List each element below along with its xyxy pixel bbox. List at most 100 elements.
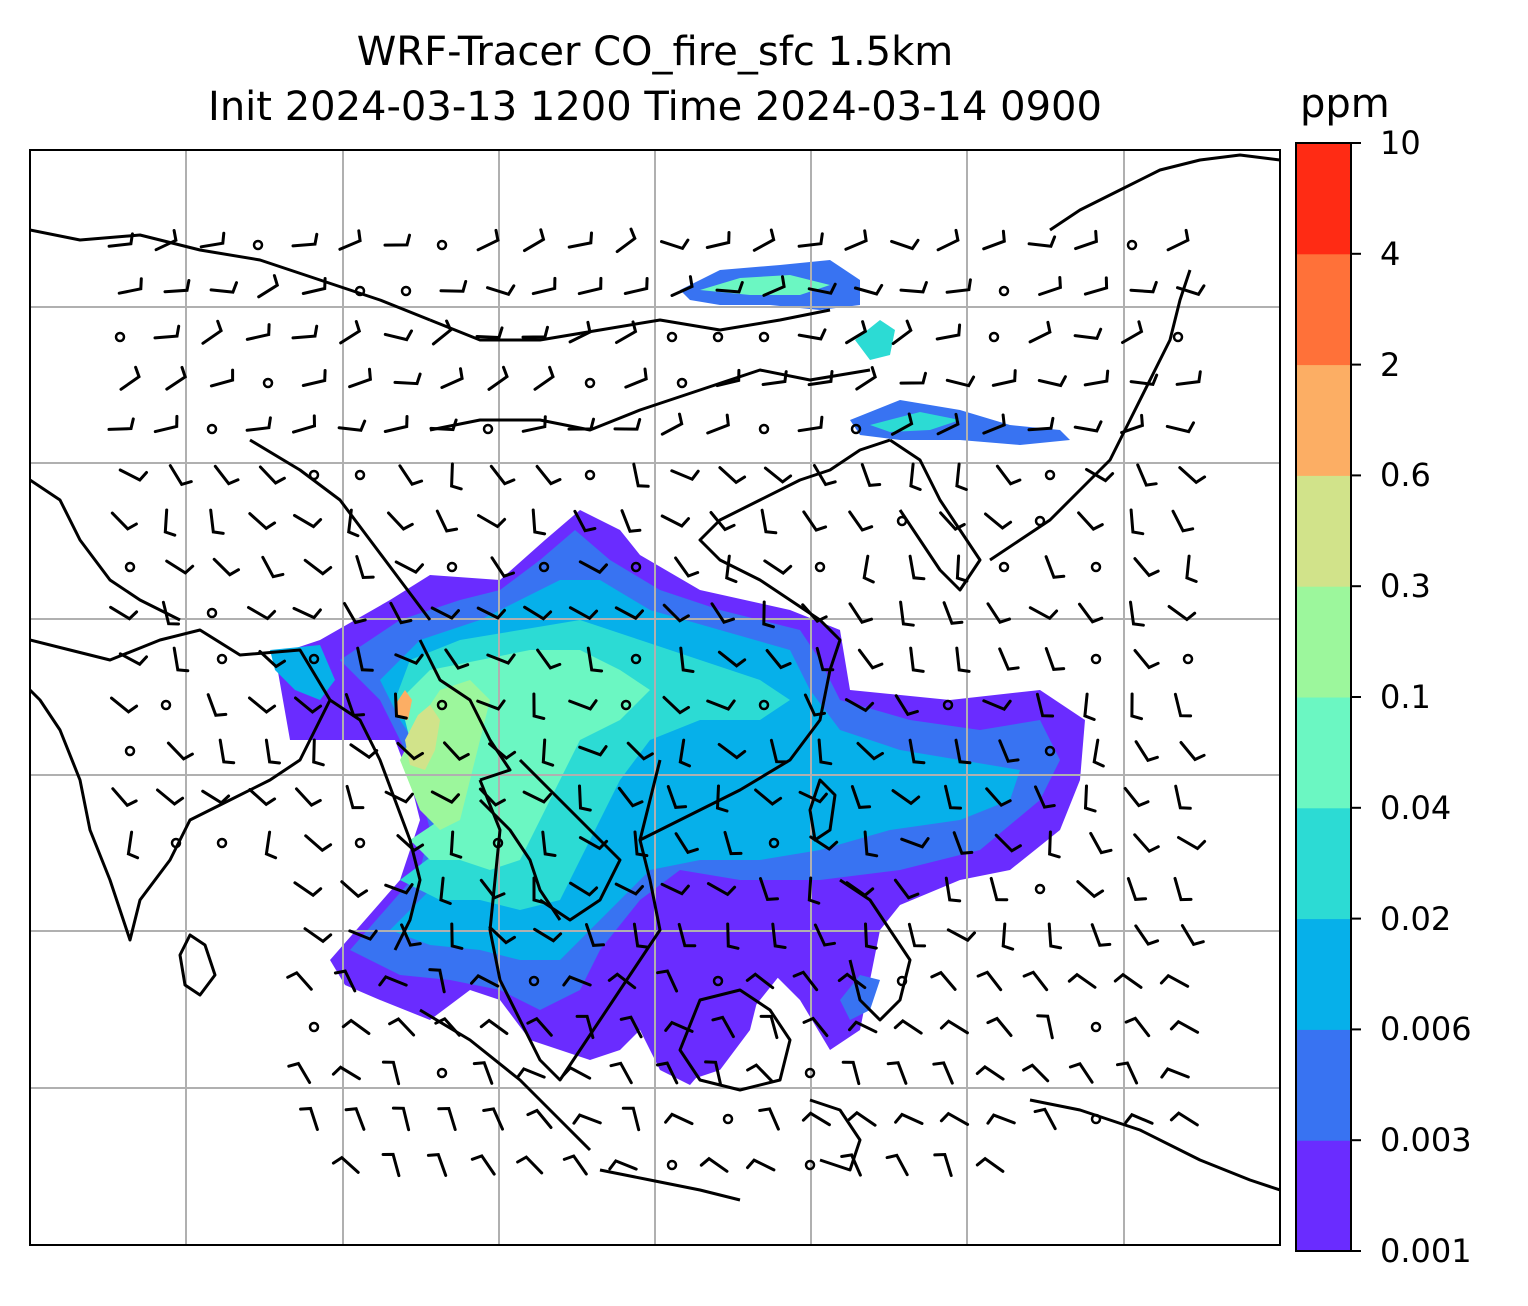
wind-barb <box>621 1106 641 1132</box>
coastline-sulawesi <box>809 1098 862 1172</box>
wind-barb <box>932 1061 954 1085</box>
wind-barb <box>939 1019 969 1035</box>
wind-barb <box>168 464 193 487</box>
wind-barb <box>674 832 699 855</box>
wind-barb <box>608 1159 638 1171</box>
wind-barb <box>944 876 962 903</box>
calm-wind-marker <box>804 1067 816 1079</box>
wind-barb <box>107 417 135 431</box>
wind-barb <box>1028 320 1052 344</box>
wind-barb <box>1078 602 1104 624</box>
chart-subtitle: Init 2024-03-13 1200 Time 2024-03-14 090… <box>208 84 1102 130</box>
wind-barb <box>165 559 195 575</box>
wind-barb <box>389 601 413 625</box>
wind-barb <box>439 876 452 905</box>
wind-barb <box>807 876 821 905</box>
wind-barb <box>209 281 238 294</box>
wind-barb <box>482 1107 504 1131</box>
wind-barb <box>1120 413 1144 435</box>
wind-barb <box>771 922 787 949</box>
wind-barb <box>620 509 642 533</box>
wind-barb <box>760 508 778 535</box>
wind-barb <box>1178 466 1207 485</box>
wind-barb <box>348 367 372 389</box>
wind-barb <box>532 692 546 720</box>
wind-barb <box>759 877 779 901</box>
wind-barb <box>264 738 281 765</box>
wind-barb <box>111 787 138 808</box>
coastline-taiwan <box>808 778 837 842</box>
wind-barb <box>331 1065 361 1081</box>
wind-barb <box>567 417 595 431</box>
wind-barb <box>857 648 884 670</box>
border-thailand <box>478 798 562 921</box>
calm-wind-marker <box>170 837 182 849</box>
wind-barb <box>1124 1016 1151 1038</box>
wind-barb <box>813 923 836 947</box>
wind-barb <box>110 696 139 714</box>
wind-barb <box>848 1020 878 1034</box>
wind-barb <box>248 696 277 714</box>
calm-wind-marker <box>528 975 540 987</box>
wind-barb <box>930 970 957 991</box>
wind-barb <box>933 1152 953 1177</box>
wind-barb <box>348 929 378 941</box>
wind-barb <box>258 465 286 485</box>
calm-wind-marker <box>400 285 412 297</box>
calm-wind-marker <box>160 699 172 711</box>
wind-barb <box>840 1153 862 1177</box>
colorbar-unit-label: ppm <box>1300 81 1390 127</box>
wind-barb <box>345 784 365 810</box>
wind-barb <box>660 882 690 896</box>
wind-barb <box>614 606 644 621</box>
calm-wind-marker <box>482 423 494 435</box>
calm-wind-marker <box>308 469 320 481</box>
calm-wind-marker <box>722 1113 734 1125</box>
wind-barb <box>430 606 460 620</box>
wind-barb <box>758 1107 780 1131</box>
coastline-new-guinea <box>1029 1098 1280 1192</box>
wind-barb <box>578 745 608 757</box>
wind-barb <box>340 880 369 899</box>
wind-barb <box>1113 972 1143 989</box>
calm-wind-marker <box>1034 883 1046 895</box>
wind-barb <box>1169 1019 1200 1034</box>
colorbar-tick-label: 2 <box>1380 345 1401 384</box>
wind-barb <box>383 415 409 433</box>
wind-barb <box>762 600 775 629</box>
wind-barb <box>798 790 828 804</box>
wind-barb <box>489 464 516 486</box>
wind-barb <box>710 602 735 624</box>
wind-barb <box>899 281 928 294</box>
wind-barb <box>526 1108 553 1129</box>
wind-barb <box>664 1020 694 1033</box>
wind-barb <box>531 508 547 536</box>
wind-barb <box>387 511 414 531</box>
wind-barb <box>908 554 926 581</box>
border-china-west <box>249 438 432 621</box>
wind-barb <box>1129 373 1159 387</box>
wind-barb <box>985 787 1012 808</box>
border-mongolia <box>429 308 831 342</box>
wind-barb <box>439 280 468 293</box>
colorbar-tick-label: 0.1 <box>1380 678 1431 716</box>
wind-barb <box>844 229 868 251</box>
wind-barb <box>900 837 930 849</box>
wind-barb <box>437 1106 457 1131</box>
wind-barb <box>890 238 920 251</box>
wind-barb <box>291 232 319 248</box>
wind-barb <box>476 606 506 620</box>
wind-barb <box>765 649 792 670</box>
wind-barb <box>1022 1063 1050 1083</box>
wind-barb <box>475 326 504 340</box>
colorbar-bin-0.3 <box>1296 475 1351 587</box>
wind-barb <box>521 415 547 433</box>
wind-barb <box>619 1015 643 1039</box>
wind-barb <box>986 1113 1016 1125</box>
wind-barb <box>338 229 362 251</box>
wind-barb <box>344 693 366 717</box>
wind-barb <box>476 228 500 252</box>
colorbar-bin-0.001 <box>1296 1140 1351 1252</box>
colorbar-tick-label: 0.006 <box>1380 1010 1472 1049</box>
wind-barb <box>153 324 181 340</box>
